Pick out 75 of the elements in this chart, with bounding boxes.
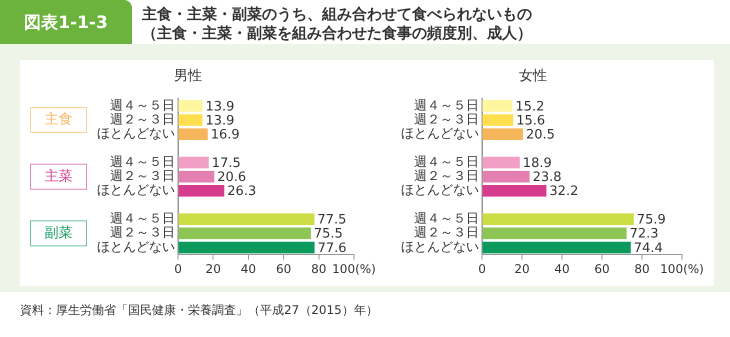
y-tick-label: ほとんどない — [97, 240, 175, 255]
bar — [178, 170, 214, 183]
bar — [482, 100, 512, 112]
data-label: 15.2 — [515, 99, 544, 114]
y-tick-label: 週２～３日 — [414, 169, 479, 184]
bar — [178, 156, 209, 168]
y-tick-label: 週４～５日 — [110, 98, 175, 114]
y-tick-label: 週２～３日 — [414, 112, 479, 128]
y-tick-label: 週２～３日 — [414, 226, 479, 241]
data-label: 75.5 — [314, 226, 343, 242]
x-tick-label: 80 — [311, 262, 326, 276]
x-tick-label: 100(%) — [660, 262, 704, 276]
x-tick-label: 60 — [594, 262, 610, 276]
x-tick-label: 20 — [206, 262, 221, 276]
y-tick-label: 週２～３日 — [110, 112, 175, 128]
bar — [482, 242, 631, 254]
data-label: 20.6 — [217, 170, 246, 186]
data-label: 18.9 — [522, 156, 552, 171]
text: 副菜 — [44, 224, 72, 241]
y-tick-label: ほとんどない — [97, 183, 175, 198]
data-label: 32.2 — [549, 184, 578, 200]
data-label: 17.5 — [212, 156, 241, 171]
bar — [178, 114, 202, 126]
bar — [178, 213, 314, 225]
x-tick-label: 40 — [240, 262, 256, 276]
text: 主食 — [44, 112, 72, 128]
y-tick-label: 週４～５日 — [414, 212, 479, 227]
chart-title: 男性 — [174, 68, 202, 84]
x-tick-label: 0 — [174, 262, 182, 276]
x-tick-label: 100(%) — [332, 262, 376, 276]
text: 図表1-1-3 — [24, 12, 108, 34]
y-tick-label: 週２～３日 — [110, 169, 175, 184]
y-tick-label: ほとんどない — [401, 126, 479, 142]
y-tick-label: 週４～５日 — [414, 98, 479, 114]
data-label: 20.5 — [526, 128, 555, 143]
x-tick-label: 60 — [276, 262, 292, 276]
text: 主食・主菜・副菜のうち、組み合わせて食べられないもの — [142, 5, 532, 24]
y-tick-label: ほとんどない — [401, 240, 479, 255]
data-label: 26.3 — [227, 184, 256, 200]
data-label: 75.9 — [636, 212, 666, 228]
y-tick-label: 週４～５日 — [110, 212, 175, 227]
data-label: 23.8 — [532, 170, 562, 186]
bar — [482, 156, 520, 168]
text: （主食・主菜・副菜を組み合わせた食事の頻度別、成人） — [142, 24, 532, 43]
x-tick-label: 80 — [634, 262, 650, 276]
data-label: 16.9 — [210, 128, 240, 143]
data-label: 74.4 — [634, 240, 663, 256]
y-tick-label: 週２～３日 — [110, 226, 175, 241]
bar — [482, 213, 634, 225]
bar — [482, 128, 523, 140]
bar — [482, 170, 530, 183]
data-label: 77.6 — [318, 240, 347, 256]
x-tick-label: 20 — [514, 262, 530, 276]
y-tick-label: 週４～５日 — [414, 154, 479, 170]
bar — [178, 128, 208, 140]
data-label: 13.9 — [205, 99, 234, 114]
text: 資料：厚生労働省「国民健康・栄養調査」（平成27（2015）年） — [20, 302, 378, 319]
bar — [178, 100, 202, 112]
bar — [178, 242, 315, 254]
x-tick-label: 0 — [478, 262, 486, 276]
text: 主菜 — [44, 168, 72, 184]
bar — [178, 185, 224, 197]
chart-title: 女性 — [519, 68, 547, 84]
data-label: 15.6 — [516, 113, 546, 128]
data-label: 72.3 — [630, 226, 659, 242]
bar — [482, 185, 546, 197]
y-tick-label: ほとんどない — [97, 126, 175, 142]
data-label: 77.5 — [317, 212, 346, 228]
data-label: 13.9 — [205, 113, 234, 128]
y-tick-label: ほとんどない — [401, 183, 479, 198]
bar — [482, 228, 627, 240]
bar — [178, 228, 311, 240]
y-tick-label: 週４～５日 — [110, 154, 175, 170]
bar — [482, 114, 514, 126]
x-tick-label: 40 — [554, 262, 570, 276]
